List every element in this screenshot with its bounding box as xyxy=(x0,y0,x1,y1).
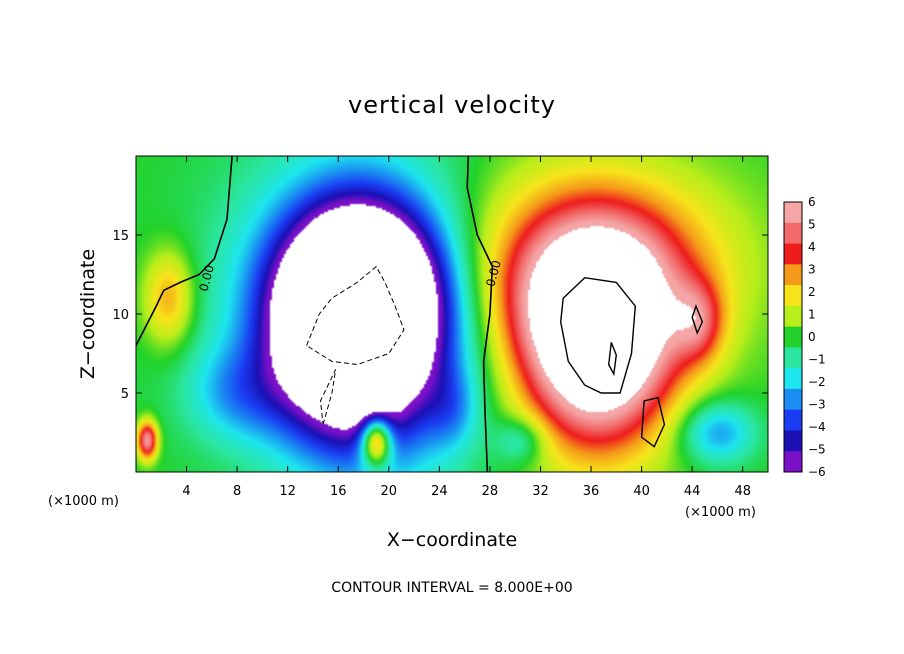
x-unit-label-right: (×1000 m) xyxy=(685,505,756,520)
x-unit-label-left: (×1000 m) xyxy=(48,494,119,509)
y-axis-title: Z−coordinate xyxy=(77,249,99,379)
contour-value-label: 0.00 xyxy=(197,263,217,292)
colorbar-label: 3 xyxy=(808,263,816,277)
colorbar-label: −3 xyxy=(808,398,826,412)
colorbar-label: 1 xyxy=(808,308,816,322)
contour-lines xyxy=(135,155,704,473)
colorbar-swatch xyxy=(784,451,802,473)
closed-contour-line xyxy=(640,396,666,448)
closed-contour-line xyxy=(607,342,618,377)
zero-contour-line xyxy=(135,155,233,346)
velocity-heatmap xyxy=(136,156,768,472)
colorbar-label: −6 xyxy=(808,465,826,479)
colorbar-swatch xyxy=(784,326,802,348)
colorbar: 6 5 4 3 2 1 0 −1 −2 −3 −4 −5 −6 xyxy=(783,195,826,479)
x-tick-label: 40 xyxy=(633,484,650,499)
negative-contour-line xyxy=(305,265,405,366)
x-tick-label: 4 xyxy=(182,484,190,499)
colorbar-label: −5 xyxy=(808,443,826,457)
x-tick-label: 16 xyxy=(330,484,347,499)
colorbar-swatch xyxy=(784,305,802,328)
colorbar-swatch xyxy=(784,388,802,411)
closed-contour-line xyxy=(559,276,637,394)
contour-labels: 0.00 0.00 xyxy=(197,259,504,293)
y-tick-label: 10 xyxy=(112,308,129,323)
contour-interval-note: CONTOUR INTERVAL = 8.000E+00 xyxy=(331,580,572,596)
colorbar-label: −1 xyxy=(808,353,826,367)
negative-contour-line xyxy=(319,369,337,425)
colorbar-swatch xyxy=(784,264,802,286)
x-tick-label: 32 xyxy=(532,484,549,499)
colorbar-swatch xyxy=(784,222,802,245)
x-tick-label: 8 xyxy=(233,484,241,499)
x-tick-label: 44 xyxy=(684,484,701,499)
colorbar-swatch xyxy=(784,243,802,265)
colorbar-swatch xyxy=(784,202,802,224)
colorbar-label: 2 xyxy=(808,285,816,299)
zero-contour-line xyxy=(466,155,494,473)
chart-title: vertical velocity xyxy=(348,91,556,119)
colorbar-label: −2 xyxy=(808,375,826,389)
x-tick-label: 20 xyxy=(381,484,398,499)
x-axis-title: X−coordinate xyxy=(387,529,517,551)
contour-value-label: 0.00 xyxy=(483,259,503,288)
colorbar-label: 5 xyxy=(808,218,816,232)
colorbar-swatch xyxy=(784,430,802,452)
colorbar-label: 0 xyxy=(808,330,816,344)
colorbar-swatch xyxy=(784,285,802,307)
colorbar-swatch xyxy=(784,347,802,369)
x-tick-label: 28 xyxy=(482,484,499,499)
plot-area xyxy=(135,155,769,473)
colorbar-swatch xyxy=(784,409,802,431)
x-tick-label: 36 xyxy=(583,484,600,499)
colorbar-frame xyxy=(783,201,803,473)
colorbar-label: 6 xyxy=(808,195,816,209)
colorbar-swatch xyxy=(784,368,802,390)
y-tick-label: 5 xyxy=(121,387,129,402)
x-tick-label: 48 xyxy=(734,484,751,499)
y-axis-ticks: 5 10 15 xyxy=(112,229,768,402)
x-tick-label: 12 xyxy=(279,484,296,499)
y-tick-label: 15 xyxy=(112,229,129,244)
x-axis-ticks: 4 8 12 16 20 24 28 32 36 40 44 48 xyxy=(182,156,751,499)
x-tick-label: 24 xyxy=(431,484,448,499)
colorbar-label: 4 xyxy=(808,240,816,254)
colorbar-label: −4 xyxy=(808,420,826,434)
closed-contour-line xyxy=(691,304,704,335)
